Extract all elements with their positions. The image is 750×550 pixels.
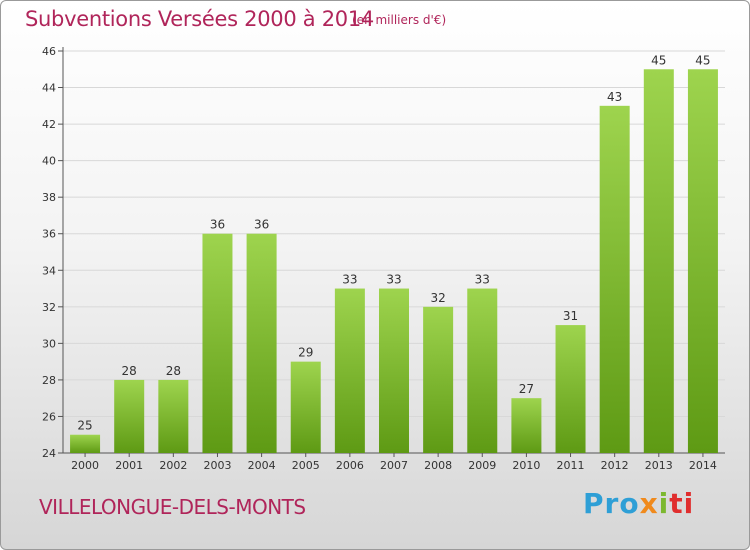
x-tick-label: 2005 <box>292 459 320 472</box>
proxiti-logo[interactable]: Proxiti <box>583 487 694 520</box>
x-tick-label: 2009 <box>468 459 496 472</box>
bar-value-label: 28 <box>166 364 181 378</box>
bar-value-label: 43 <box>607 90 622 104</box>
bar-2008[interactable] <box>423 306 454 453</box>
bar-value-label: 45 <box>651 53 666 67</box>
y-tick-label: 34 <box>42 264 56 277</box>
y-tick-label: 30 <box>42 337 56 350</box>
x-tick-label: 2003 <box>203 459 231 472</box>
y-tick-label: 44 <box>42 82 56 95</box>
logo-part-3: i <box>658 487 670 520</box>
bar-2007[interactable] <box>379 288 409 453</box>
bar-2005[interactable] <box>290 361 321 453</box>
logo-part-1: Pro <box>583 487 640 520</box>
x-tick-label: 2008 <box>424 459 452 472</box>
y-tick-label: 40 <box>42 155 56 168</box>
bar-2006[interactable] <box>334 288 365 453</box>
bar-value-label: 28 <box>122 364 137 378</box>
bar-2014[interactable] <box>687 69 718 453</box>
x-tick-label: 2010 <box>512 459 540 472</box>
y-tick-label: 32 <box>42 301 56 314</box>
logo-part-4: ti <box>669 487 695 520</box>
bar-value-label: 25 <box>77 419 92 433</box>
bar-value-label: 29 <box>298 346 313 360</box>
labels: 25 2000 28 2001 28 2002 36 2003 36 2004 29 2005 33 20… <box>71 53 717 472</box>
bar-value-label: 36 <box>210 218 225 232</box>
x-tick-label: 2004 <box>248 459 276 472</box>
chart-subtitle: (en milliers d'€) <box>352 13 447 27</box>
bar-value-label: 31 <box>563 309 578 323</box>
x-tick-label: 2000 <box>71 459 99 472</box>
bar-2011[interactable] <box>555 325 586 453</box>
x-tick-label: 2006 <box>336 459 364 472</box>
commune-name: VILLELONGUE-DELS-MONTS <box>39 495 306 519</box>
x-tick-label: 2007 <box>380 459 408 472</box>
x-tick-label: 2011 <box>557 459 585 472</box>
x-tick-label: 2012 <box>601 459 629 472</box>
y-tick-label: 38 <box>42 191 56 204</box>
bar-2013[interactable] <box>643 69 674 453</box>
bar-2002[interactable] <box>158 379 189 453</box>
y-tick-label: 26 <box>42 410 56 423</box>
x-tick-label: 2013 <box>645 459 673 472</box>
bar-value-label: 36 <box>254 218 269 232</box>
x-tick-label: 2002 <box>159 459 187 472</box>
y-tick-label: 24 <box>42 447 56 460</box>
bar-2004[interactable] <box>246 233 277 453</box>
bar-value-label: 32 <box>430 291 445 305</box>
bar-value-label: 27 <box>519 382 534 396</box>
y-tick-label: 28 <box>42 374 56 387</box>
bar-value-label: 45 <box>695 53 710 67</box>
bar-2003[interactable] <box>202 233 233 453</box>
bar-2000[interactable] <box>70 434 101 453</box>
x-tick-label: 2001 <box>115 459 143 472</box>
logo-part-2: x <box>639 487 659 520</box>
bar-value-label: 33 <box>475 273 490 287</box>
x-tick-label: 2014 <box>689 459 717 472</box>
chart-title: Subventions Versées 2000 à 2014 <box>25 7 374 31</box>
bar-2012[interactable] <box>599 105 630 454</box>
bar-2001[interactable] <box>114 379 145 453</box>
y-tick-label: 36 <box>42 228 56 241</box>
y-tick-label: 42 <box>42 118 56 131</box>
bar-value-label: 33 <box>342 273 357 287</box>
bar-2010[interactable] <box>511 398 542 453</box>
bar-value-label: 33 <box>386 273 401 287</box>
bars <box>70 69 718 454</box>
bar-2009[interactable] <box>467 288 498 453</box>
y-tick-label: 46 <box>42 45 56 58</box>
